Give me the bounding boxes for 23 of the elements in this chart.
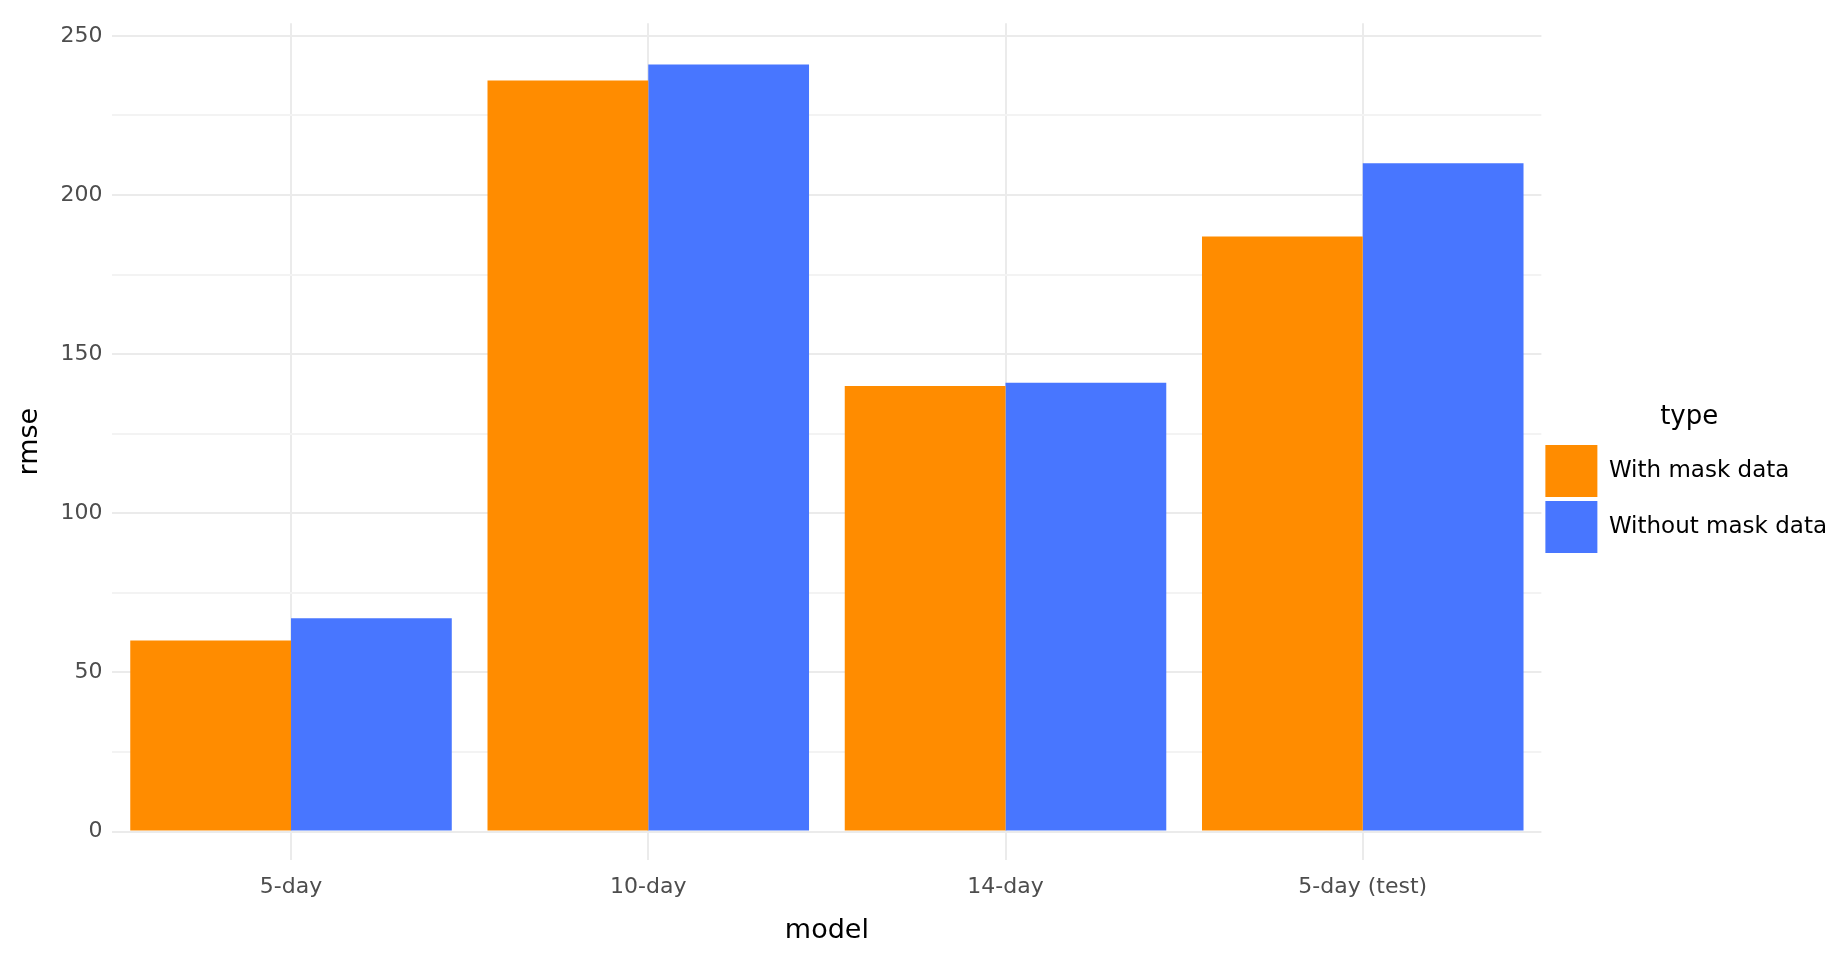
x-axis-title: model [784, 912, 869, 944]
y-tick-label: 150 [60, 339, 103, 365]
x-tick-label: 14-day [967, 873, 1044, 899]
bar [1362, 163, 1524, 831]
y-tick-label: 100 [60, 499, 103, 525]
x-tick-label: 5-day (test) [1298, 873, 1428, 899]
bar [130, 640, 292, 831]
x-tick-label: 10-day [610, 873, 687, 899]
legend-label: Without mask data [1608, 512, 1828, 539]
bar [648, 64, 810, 831]
bar [487, 80, 649, 831]
bar [291, 618, 452, 831]
y-tick-label: 0 [88, 817, 103, 843]
y-tick-label: 200 [60, 180, 103, 206]
bar [844, 386, 1006, 831]
bar [1005, 382, 1167, 831]
x-tick-label: 5-day [259, 873, 323, 899]
legend-title: type [1660, 399, 1719, 430]
legend-label: With mask data [1608, 456, 1790, 483]
y-axis-title: rmse [12, 407, 44, 476]
y-tick-label: 250 [60, 21, 103, 47]
bar [1202, 236, 1363, 831]
y-tick-label: 50 [74, 658, 103, 684]
